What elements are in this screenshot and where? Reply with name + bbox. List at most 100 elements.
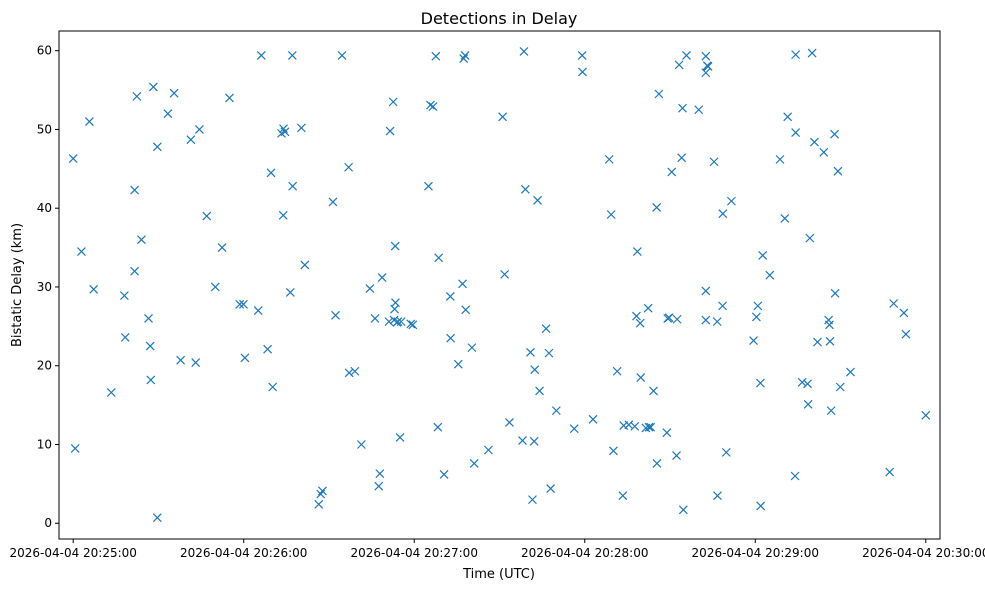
data-point-x-marker bbox=[577, 50, 587, 60]
data-point-x-marker bbox=[712, 317, 722, 327]
data-point-x-marker bbox=[384, 317, 394, 327]
data-point-x-marker bbox=[266, 168, 276, 178]
data-point-x-marker bbox=[370, 314, 380, 323]
data-point-x-marker bbox=[191, 358, 201, 368]
data-point-x-marker bbox=[344, 368, 354, 378]
data-point-x-marker bbox=[483, 445, 493, 455]
data-point-x-marker bbox=[145, 341, 155, 351]
data-point-x-marker bbox=[385, 126, 395, 136]
data-point-x-marker bbox=[701, 286, 711, 296]
data-point-x-marker bbox=[388, 97, 398, 107]
data-point-x-marker bbox=[288, 181, 298, 191]
data-point-x-marker bbox=[819, 147, 829, 157]
data-point-x-marker bbox=[654, 89, 664, 99]
data-point-x-marker bbox=[519, 47, 529, 56]
data-point-x-marker bbox=[70, 444, 80, 453]
data-point-x-marker bbox=[790, 471, 800, 481]
data-point-x-marker bbox=[280, 127, 290, 137]
data-point-x-marker bbox=[551, 406, 561, 416]
data-point-x-marker bbox=[889, 299, 899, 308]
data-point-x-marker bbox=[604, 154, 614, 164]
data-point-x-marker bbox=[678, 505, 688, 515]
data-point-x-marker bbox=[225, 93, 234, 103]
data-point-x-marker bbox=[644, 422, 654, 432]
x-tick-label: 2026-04-04 20:25:00 bbox=[9, 546, 136, 560]
data-point-x-marker bbox=[899, 308, 909, 318]
data-point-x-marker bbox=[424, 181, 433, 191]
x-tick-label: 2026-04-04 20:27:00 bbox=[351, 546, 478, 560]
data-point-x-marker bbox=[630, 421, 640, 431]
data-point-x-marker bbox=[652, 202, 662, 212]
data-point-x-marker bbox=[780, 214, 790, 223]
data-point-x-marker bbox=[667, 167, 677, 177]
data-point-x-marker bbox=[350, 366, 360, 376]
data-point-x-marker bbox=[152, 513, 162, 523]
data-point-x-marker bbox=[885, 467, 895, 477]
data-point-x-marker bbox=[130, 185, 140, 195]
data-point-x-marker bbox=[807, 48, 817, 58]
data-point-x-marker bbox=[433, 422, 443, 432]
data-point-x-marker bbox=[672, 314, 682, 324]
data-point-x-marker bbox=[365, 284, 375, 293]
y-axis-label: Bistatic Delay (km) bbox=[10, 223, 25, 347]
data-point-x-marker bbox=[701, 51, 711, 61]
data-point-x-marker bbox=[636, 373, 646, 382]
data-point-x-marker bbox=[544, 348, 554, 358]
data-point-x-marker bbox=[518, 436, 527, 445]
plot-frame bbox=[58, 30, 941, 540]
y-tick-label: 0 bbox=[44, 516, 52, 530]
data-point-x-marker bbox=[331, 310, 340, 320]
data-point-x-marker bbox=[263, 344, 273, 354]
data-point-x-marker bbox=[826, 406, 836, 416]
data-point-x-marker bbox=[529, 436, 539, 446]
y-tick-label: 30 bbox=[37, 280, 52, 294]
data-point-x-marker bbox=[520, 184, 530, 194]
y-tick-label: 60 bbox=[37, 44, 52, 58]
data-point-x-marker bbox=[749, 336, 758, 345]
data-point-x-marker bbox=[374, 481, 384, 491]
data-point-x-marker bbox=[677, 153, 687, 163]
data-point-x-marker bbox=[119, 291, 129, 301]
data-point-x-marker bbox=[809, 137, 819, 147]
data-point-x-marker bbox=[797, 377, 807, 387]
data-point-x-marker bbox=[239, 299, 248, 309]
data-point-x-marker bbox=[672, 451, 681, 460]
x-axis-label: Time (UTC) bbox=[462, 567, 535, 582]
data-point-x-marker bbox=[721, 447, 731, 457]
data-point-x-marker bbox=[533, 195, 543, 205]
data-point-x-marker bbox=[526, 347, 535, 357]
data-point-x-marker bbox=[426, 100, 435, 110]
data-point-x-marker bbox=[461, 305, 471, 315]
data-point-x-marker bbox=[569, 424, 579, 434]
data-point-x-marker bbox=[713, 491, 722, 501]
data-point-x-marker bbox=[469, 458, 479, 468]
data-point-x-marker bbox=[751, 312, 761, 322]
data-point-x-marker bbox=[652, 458, 662, 468]
data-point-x-marker bbox=[68, 154, 78, 164]
data-point-x-marker bbox=[152, 142, 162, 152]
data-point-x-marker bbox=[646, 422, 656, 432]
data-point-x-marker bbox=[588, 414, 598, 424]
data-point-x-marker bbox=[505, 418, 514, 427]
data-point-x-marker bbox=[393, 317, 403, 327]
data-point-x-marker bbox=[460, 50, 470, 60]
data-point-x-marker bbox=[356, 440, 366, 449]
data-point-x-marker bbox=[775, 154, 785, 164]
data-point-x-marker bbox=[825, 336, 835, 346]
data-point-x-marker bbox=[783, 112, 793, 122]
data-point-x-marker bbox=[758, 251, 768, 260]
data-point-x-marker bbox=[406, 319, 416, 329]
data-point-x-marker bbox=[756, 501, 766, 511]
data-point-x-marker bbox=[765, 270, 775, 280]
data-point-x-marker bbox=[803, 399, 813, 409]
data-point-x-marker bbox=[662, 428, 672, 438]
data-point-x-marker bbox=[833, 166, 843, 176]
data-point-x-marker bbox=[846, 367, 855, 377]
data-point-x-marker bbox=[618, 491, 628, 501]
data-point-x-marker bbox=[328, 197, 338, 207]
data-point-x-marker bbox=[434, 253, 444, 263]
x-tick-label: 2026-04-04 20:26:00 bbox=[180, 546, 307, 560]
y-tick-label: 40 bbox=[37, 201, 52, 215]
data-point-x-marker bbox=[498, 112, 508, 122]
